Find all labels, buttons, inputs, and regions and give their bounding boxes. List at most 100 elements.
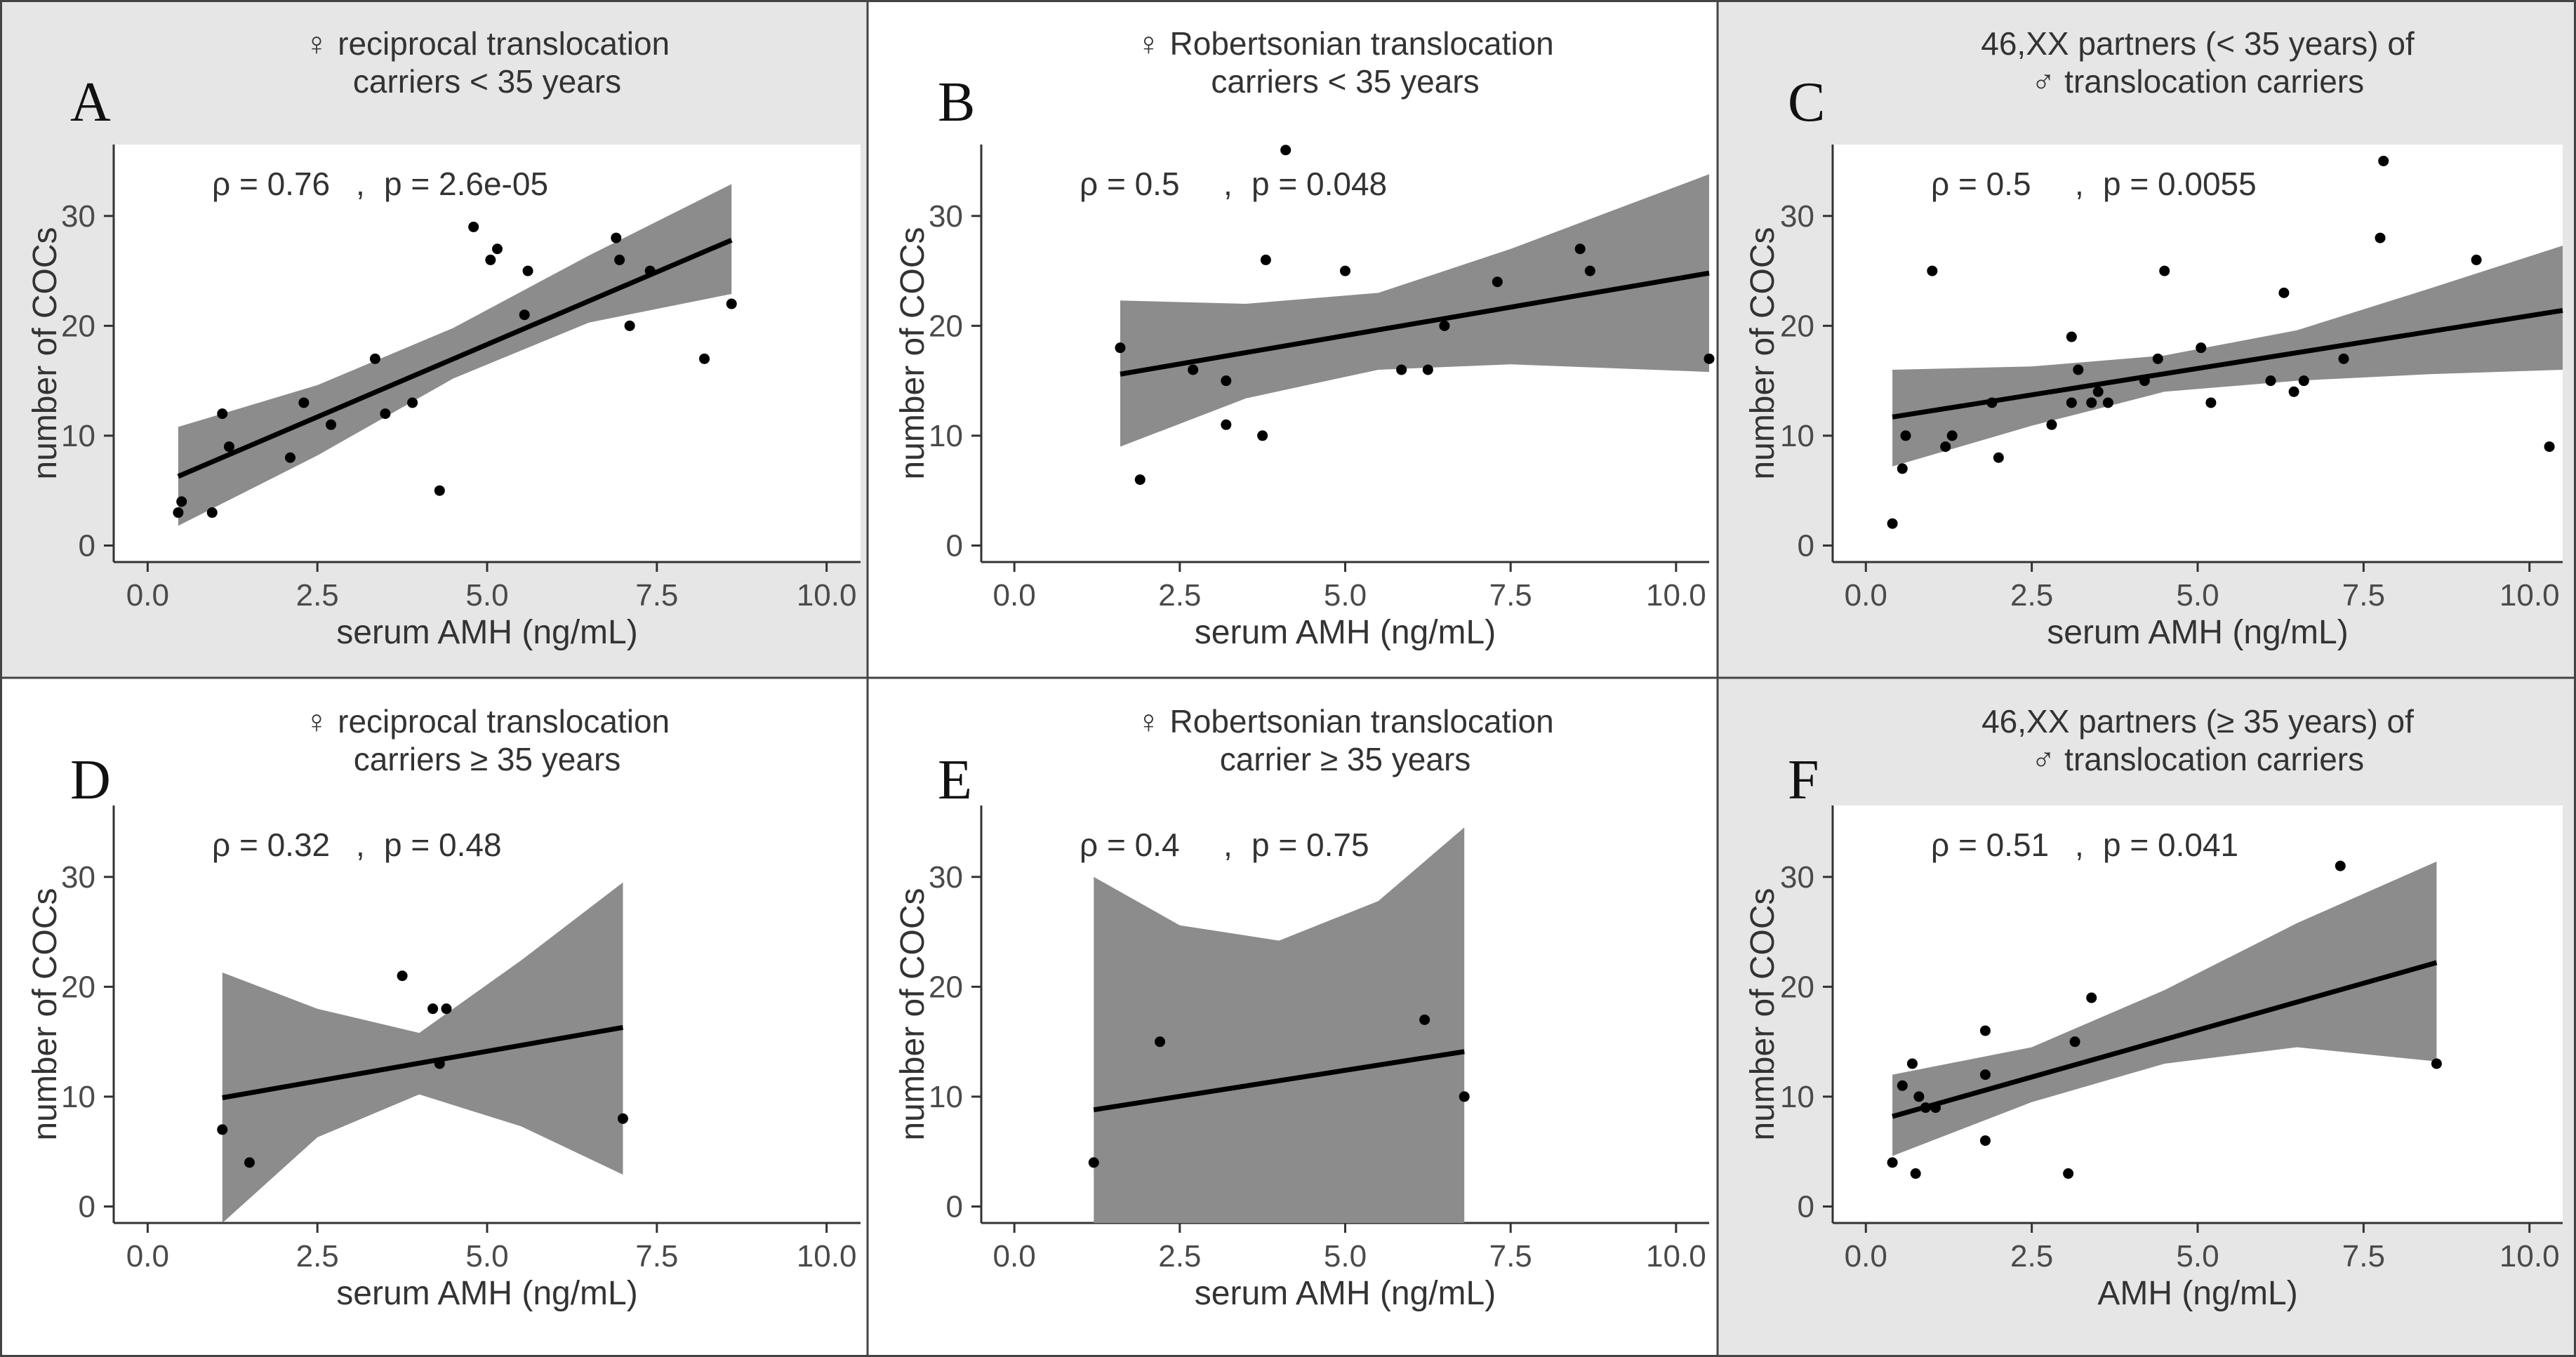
data-point <box>2073 364 2084 375</box>
data-point <box>1946 430 1958 441</box>
chart-title-line: carriers ≥ 35 years <box>354 741 621 777</box>
data-point <box>2544 441 2555 453</box>
stat-p: p = 0.75 <box>1252 827 1369 863</box>
x-tick-label: 0.0 <box>1845 1239 1887 1274</box>
data-point <box>217 408 228 420</box>
data-point <box>2298 375 2309 387</box>
data-point <box>2278 287 2290 298</box>
data-point <box>2378 155 2389 166</box>
x-tick-label: 10.0 <box>1646 1239 1706 1274</box>
x-tick-label: 5.0 <box>465 1239 508 1274</box>
data-point <box>1940 441 1951 453</box>
data-point <box>2288 386 2299 397</box>
regression-line <box>1892 960 2438 1119</box>
x-tick-label: 7.5 <box>635 578 678 613</box>
chart-title-line: 46,XX partners (≥ 35 years) of <box>1981 703 2414 740</box>
data-point <box>298 397 310 408</box>
data-point <box>1900 430 1911 441</box>
data-point <box>2066 331 2077 342</box>
y-tick-label: 10 <box>1780 419 1814 453</box>
x-tick-label: 5.0 <box>1324 578 1367 613</box>
y-axis-label: number of COCs <box>894 227 931 479</box>
data-point <box>1257 430 1268 441</box>
x-axis-label: serum AMH (ng/mL) <box>1195 614 1496 651</box>
x-tick-label: 2.5 <box>296 578 339 613</box>
data-point <box>1913 1091 1925 1102</box>
panel-letter: C <box>1788 72 1825 133</box>
panel-letter: E <box>938 749 972 811</box>
y-tick-label: 20 <box>929 309 963 343</box>
data-point <box>173 507 184 519</box>
data-point <box>2102 397 2113 408</box>
stat-separator: , <box>2075 166 2084 202</box>
data-point <box>1221 375 1232 387</box>
data-point <box>434 1058 445 1069</box>
data-point <box>1993 452 2004 463</box>
x-tick-label: 5.0 <box>465 578 508 613</box>
y-tick-label: 10 <box>1780 1080 1814 1114</box>
stat-p: p = 2.6e-05 <box>384 166 548 202</box>
data-point <box>2063 1168 2074 1179</box>
y-tick-label: 0 <box>1798 529 1814 563</box>
data-point <box>1927 265 1938 276</box>
data-point <box>2086 992 2097 1003</box>
stat-separator: , <box>356 827 365 863</box>
data-point <box>1910 1168 1921 1179</box>
confidence-band <box>1094 827 1465 1223</box>
x-axis-label: serum AMH (ng/mL) <box>2047 614 2348 651</box>
y-axis-label: number of COCs <box>1744 888 1781 1140</box>
data-point <box>1088 1157 1099 1168</box>
x-tick-label: 0.0 <box>993 578 1036 613</box>
chart-title-line: 46,XX partners (< 35 years) of <box>1981 25 2415 62</box>
y-tick-label: 30 <box>61 199 95 234</box>
data-point <box>1260 254 1271 265</box>
data-point <box>1134 474 1146 486</box>
y-tick-label: 20 <box>1780 970 1814 1004</box>
y-tick-label: 10 <box>61 1080 95 1114</box>
chart-title-line: ♀ Robertsonian translocation <box>1136 703 1554 740</box>
data-point <box>206 507 218 519</box>
data-point <box>1897 463 1908 474</box>
data-point <box>492 243 503 255</box>
data-point <box>614 254 625 265</box>
x-tick-label: 7.5 <box>2342 578 2385 613</box>
data-point <box>1584 265 1595 276</box>
data-point <box>1979 1069 1991 1081</box>
panel-f: F 46,XX partners (≥ 35 years) of♂ translo… <box>1718 678 2576 1357</box>
data-point <box>611 232 622 243</box>
y-tick-label: 0 <box>79 529 95 563</box>
x-axis-label: serum AMH (ng/mL) <box>1195 1275 1496 1312</box>
y-tick-label: 10 <box>929 419 963 453</box>
y-tick-label: 20 <box>61 970 95 1004</box>
y-tick-label: 30 <box>1780 860 1814 895</box>
chart-title-line: carriers < 35 years <box>353 63 621 100</box>
data-point <box>407 397 418 408</box>
data-point <box>1887 518 1898 529</box>
x-tick-label: 10.0 <box>2499 578 2560 613</box>
data-point <box>1920 1102 1931 1114</box>
data-point <box>1930 1102 1941 1114</box>
y-axis-label: number of COCs <box>1744 227 1781 479</box>
data-point <box>1115 342 1126 354</box>
data-point <box>427 1003 439 1015</box>
data-point <box>434 485 445 496</box>
data-point <box>2086 397 2097 408</box>
x-tick-label: 0.0 <box>126 578 169 613</box>
stat-separator: , <box>1223 166 1233 202</box>
stat-separator: , <box>1223 827 1233 863</box>
stat-rho: ρ = 0.5 <box>1931 166 2031 202</box>
x-tick-label: 5.0 <box>2176 578 2219 613</box>
data-point <box>2338 353 2349 364</box>
data-point <box>1155 1036 1166 1048</box>
regression-line <box>222 1024 624 1100</box>
chart-title-line: carrier ≥ 35 years <box>1220 741 1471 777</box>
data-point <box>176 496 187 507</box>
data-point <box>644 265 656 276</box>
stat-rho: ρ = 0.51 <box>1931 827 2049 863</box>
y-axis-label: number of COCs <box>894 888 931 1140</box>
data-point <box>217 1124 228 1135</box>
y-axis-label: number of COCs <box>27 227 64 479</box>
confidence-band <box>1892 861 2437 1156</box>
